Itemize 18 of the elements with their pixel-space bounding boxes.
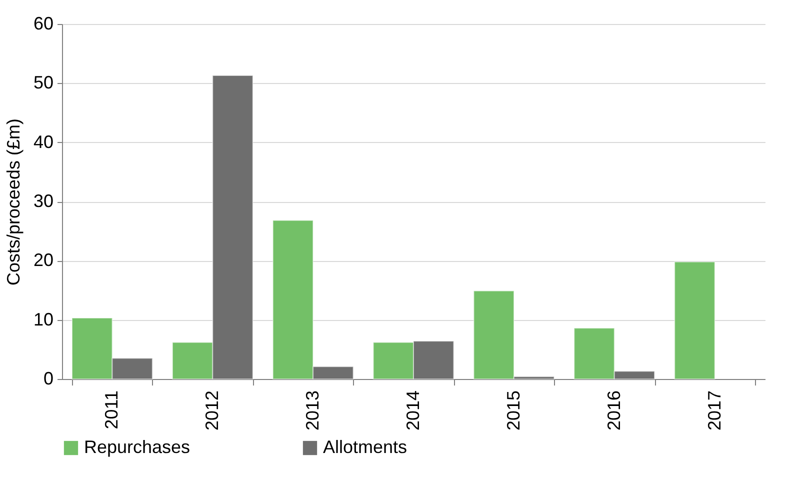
x-tick-label: 2016	[604, 390, 624, 431]
y-tick-label: 40	[33, 132, 54, 152]
legend-label: Allotments	[323, 437, 408, 457]
x-tick-label: 2011	[102, 390, 122, 430]
legend-label: Repurchases	[84, 437, 190, 457]
y-tick-label: 50	[33, 72, 54, 93]
y-axis-title: Costs/proceeds (£m)	[3, 118, 24, 286]
x-tick-label: 2014	[403, 390, 423, 431]
x-tick-label: 2015	[503, 390, 524, 431]
x-tick-label: 2017	[704, 390, 724, 431]
x-tick-label: 2013	[302, 390, 323, 431]
y-tick-label: 20	[33, 250, 54, 270]
y-tick-label: 60	[33, 14, 54, 34]
y-tick-label: 0	[43, 368, 54, 388]
y-tick-label: 30	[33, 191, 54, 211]
y-tick-label: 10	[33, 309, 54, 330]
bar	[674, 261, 716, 380]
x-tick-label: 2012	[202, 390, 222, 431]
